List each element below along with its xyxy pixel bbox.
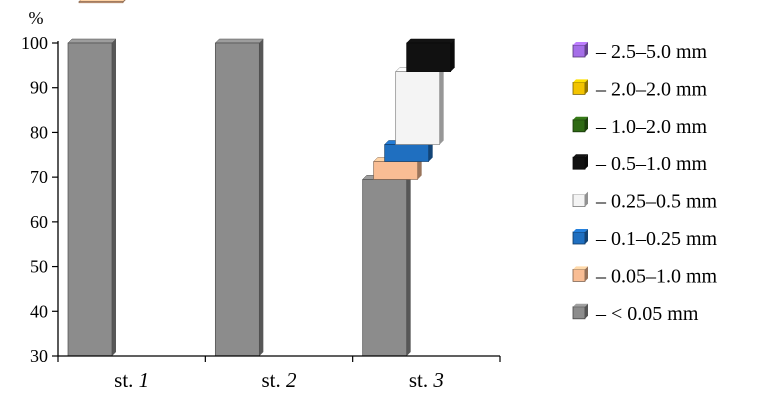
legend-swatch bbox=[572, 42, 588, 58]
y-tick-label: 100 bbox=[21, 33, 48, 53]
y-tick-label: 80 bbox=[30, 122, 48, 142]
y-axis: % 30 40 50 60 70 80 90 100 bbox=[21, 8, 48, 366]
legend-item: – 0.5–1.0 mm bbox=[572, 153, 708, 175]
legend-item: – 0.05–1.0 mm bbox=[572, 265, 718, 287]
legend-swatch bbox=[572, 79, 588, 95]
legend-item: – 1.0–2.0 mm bbox=[572, 116, 708, 138]
category-label: st. 1 bbox=[114, 368, 149, 392]
bar-segment bbox=[214, 38, 264, 357]
axes bbox=[52, 41, 501, 362]
bar-segment bbox=[395, 67, 445, 145]
y-axis-label: % bbox=[29, 8, 44, 28]
legend: – 2.5–5.0 mm – 2.0–2.0 mm – 1.0–2.0 mm – 0.… bbox=[572, 41, 718, 325]
legend-label: – < 0.05 mm bbox=[595, 303, 699, 325]
legend-item: – 2.5–5.0 mm bbox=[572, 41, 708, 63]
legend-label: – 0.5–1.0 mm bbox=[595, 153, 708, 175]
bars bbox=[67, 0, 456, 357]
legend-swatch bbox=[572, 116, 588, 133]
y-tick-label: 40 bbox=[30, 301, 48, 321]
y-tick-label: 60 bbox=[30, 212, 48, 232]
legend-label: – 0.25–0.5 mm bbox=[595, 191, 718, 213]
legend-label: – 1.0–2.0 mm bbox=[595, 116, 708, 138]
legend-label: – 2.5–5.0 mm bbox=[595, 41, 708, 63]
y-tick-label: 70 bbox=[30, 167, 48, 187]
legend-swatch bbox=[572, 229, 588, 245]
y-tick-label: 30 bbox=[30, 346, 48, 366]
category-label: st. 2 bbox=[261, 368, 297, 392]
y-tick-label: 50 bbox=[30, 257, 48, 277]
legend-item: – 0.1–0.25 mm bbox=[572, 228, 718, 250]
legend-swatch bbox=[572, 303, 588, 320]
legend-label: – 2.0–2.0 mm bbox=[595, 78, 708, 100]
legend-swatch bbox=[572, 191, 588, 208]
legend-label: – 0.1–0.25 mm bbox=[595, 228, 718, 250]
y-tick-label: 90 bbox=[30, 78, 48, 98]
legend-label: – 0.05–1.0 mm bbox=[595, 265, 718, 287]
x-axis-labels: st. 1 st. 2 st. 3 bbox=[114, 368, 444, 392]
legend-item: – 2.0–2.0 mm bbox=[572, 78, 708, 100]
legend-item: – < 0.05 mm bbox=[572, 303, 699, 325]
legend-swatch bbox=[572, 266, 588, 282]
bar-segment bbox=[67, 38, 117, 357]
legend-swatch bbox=[572, 154, 588, 170]
bar-segment bbox=[362, 175, 412, 357]
bar-segment bbox=[78, 0, 126, 4]
bar-segment bbox=[406, 38, 456, 72]
category-label: st. 3 bbox=[409, 368, 444, 392]
legend-item: – 0.25–0.5 mm bbox=[572, 191, 718, 213]
